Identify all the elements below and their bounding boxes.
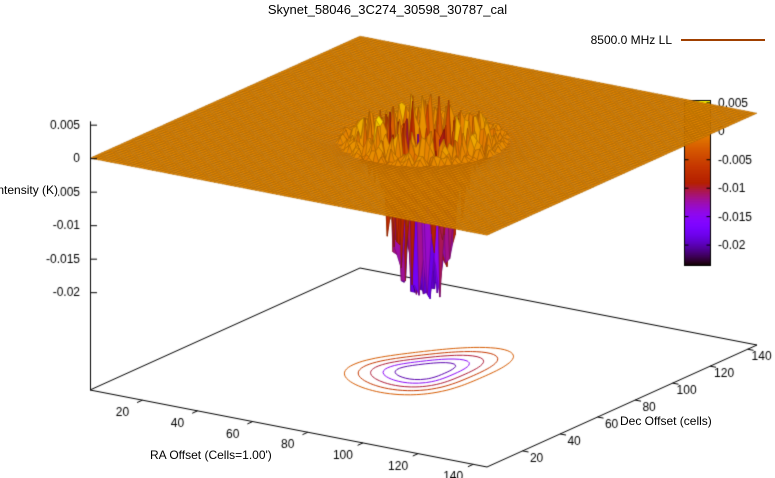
legend: 8500.0 MHz LL: [591, 33, 765, 47]
chart-title: Skynet_58046_3C274_30598_30787_cal: [267, 2, 508, 17]
z-axis-label: Intensity (K): [0, 183, 59, 197]
legend-line-sample: [681, 39, 765, 41]
x-axis-label: RA Offset (Cells=1.00'): [150, 448, 272, 462]
y-axis-label: Dec Offset (cells): [620, 414, 712, 428]
legend-label: 8500.0 MHz LL: [590, 33, 672, 47]
